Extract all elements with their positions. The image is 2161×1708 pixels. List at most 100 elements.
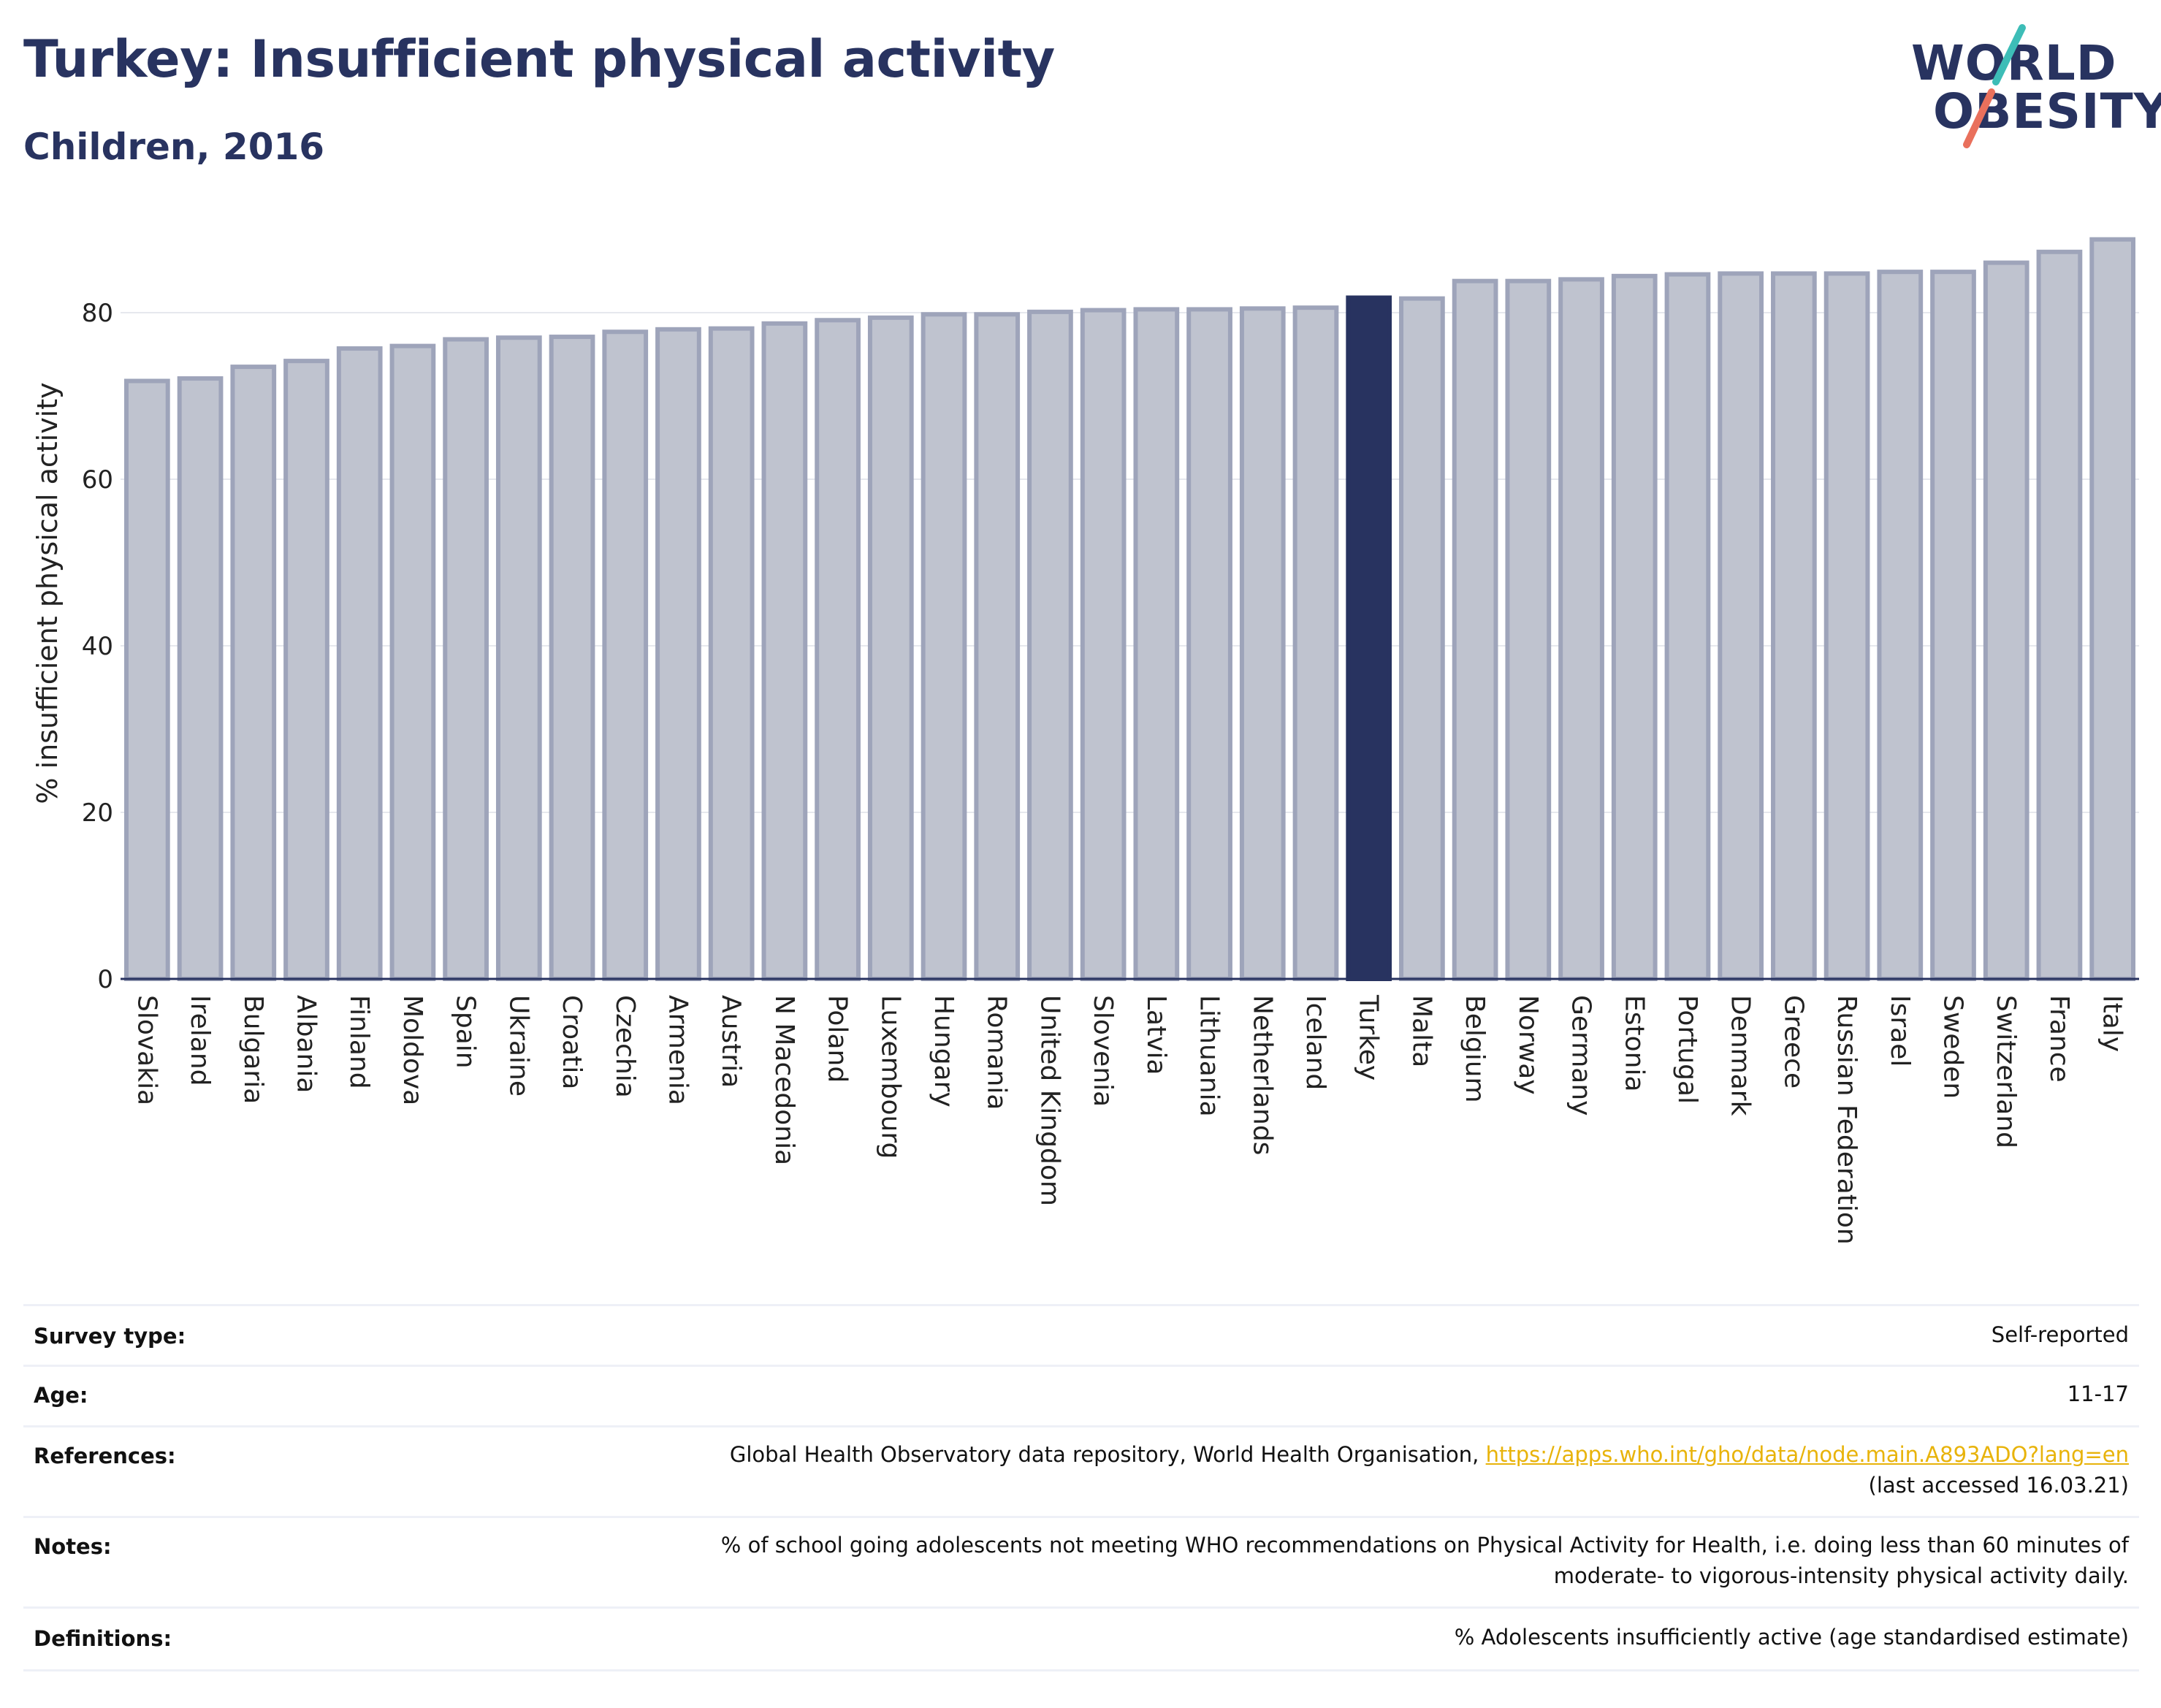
notes-line-2: moderate- to vigorous-intensity physical… [1553, 1563, 2129, 1588]
x-tick-label: Italy [2097, 995, 2127, 1052]
x-tick-label: Armenia [663, 995, 693, 1105]
references-value: Global Health Observatory data repositor… [730, 1439, 2129, 1501]
y-tick-label: 0 [97, 965, 113, 994]
info-row-age: Age: 11-17 [23, 1365, 2139, 1425]
bar [1718, 271, 1764, 982]
bar [815, 318, 861, 981]
x-tick-label: Russian Federation [1832, 995, 1861, 1245]
bar [123, 378, 170, 981]
x-tick-label: Belgium [1460, 995, 1490, 1103]
bar [1664, 272, 1711, 981]
bar [1771, 271, 1817, 982]
notes-value: % of school going adolescents not meetin… [721, 1530, 2129, 1591]
x-tick-label: Slovakia [132, 995, 161, 1105]
y-tick-label: 80 [82, 299, 113, 328]
survey-type-value: Self-reported [1991, 1322, 2129, 1347]
x-tick-label: Turkey [1354, 994, 1384, 1080]
bar [1505, 278, 1552, 981]
x-tick-label: Sweden [1938, 995, 1968, 1099]
x-tick-label: N Macedonia [769, 995, 799, 1165]
x-tick-label: Greece [1778, 995, 1808, 1089]
x-tick-label: United Kingdom [1034, 995, 1064, 1206]
definitions-value: % Adolescents insufficiently active (age… [1454, 1625, 2129, 1650]
y-tick-label: 20 [82, 798, 113, 828]
bar [1239, 306, 1286, 981]
bar [1186, 307, 1232, 981]
bar [1027, 309, 1073, 981]
bar [495, 335, 542, 981]
bar [1133, 307, 1180, 981]
chart-title: Turkey: Insufficient physical activity [23, 29, 1055, 89]
bar [1877, 270, 1924, 981]
x-tick-label: Moldova [397, 995, 427, 1105]
x-tick-label: Norway [1513, 995, 1543, 1095]
bar [1983, 260, 2029, 982]
x-tick-label: Czechia [610, 995, 640, 1098]
bar [867, 315, 914, 981]
bar [921, 312, 967, 981]
notes-line-1: % of school going adolescents not meetin… [720, 1533, 2129, 1558]
x-tick-label: Ukraine [503, 995, 533, 1097]
bar [1930, 270, 1976, 981]
world-obesity-logo: WORLD OBESITY [1899, 22, 2161, 153]
bars [123, 237, 2136, 982]
x-tick-label: Spain [451, 995, 481, 1069]
y-axis-label: % insufficient physical activity [31, 382, 64, 804]
bar [549, 335, 595, 981]
x-tick-label: Luxembourg [875, 995, 905, 1159]
x-tick-labels: Slovakia Ireland Bulgaria Albania Finland Mol… [132, 994, 2127, 1245]
x-tick-label: Malta [1406, 995, 1436, 1067]
age-label: Age: [34, 1383, 88, 1408]
x-tick-label: Israel [1885, 995, 1915, 1067]
bar [230, 365, 277, 982]
info-row-references: References: Global Health Observatory da… [23, 1425, 2139, 1515]
survey-type-label: Survey type: [34, 1324, 186, 1349]
bar-chart: 0 20 40 60 80 Slovakia Ireland Bulgaria Albania… [31, 237, 2139, 1245]
bar [708, 326, 755, 982]
x-tick-label: Denmark [1726, 995, 1756, 1116]
info-row-survey-type: Survey type: Self-reported [23, 1304, 2139, 1365]
y-tick-label: 40 [82, 632, 113, 661]
x-tick-label: Romania [982, 995, 1012, 1110]
bar [283, 359, 329, 981]
x-tick-label: France [2044, 995, 2074, 1083]
y-tick-label: 60 [82, 465, 113, 495]
bar [655, 327, 701, 981]
x-tick-label: Slovenia [1088, 995, 1118, 1107]
x-tick-label: Bulgaria [238, 995, 268, 1104]
bar [1823, 271, 1870, 982]
info-row-definitions: Definitions: % Adolescents insufficientl… [23, 1606, 2139, 1671]
references-label: References: [34, 1444, 176, 1468]
x-tick-label: Austria [716, 995, 746, 1088]
x-tick-label: Lithuania [1194, 995, 1224, 1117]
x-tick-label: Poland [823, 995, 853, 1083]
x-tick-label: Latvia [1141, 995, 1171, 1075]
x-tick-label: Hungary [929, 995, 958, 1107]
x-tick-label: Estonia [1619, 995, 1649, 1092]
definitions-label: Definitions: [34, 1626, 172, 1651]
x-tick-label: Croatia [557, 995, 587, 1089]
bar [443, 337, 489, 982]
bar [602, 329, 649, 982]
bar [177, 376, 224, 981]
x-tick-label: Switzerland [1991, 995, 2021, 1148]
notes-label: Notes: [34, 1534, 112, 1559]
axes: 0 20 40 60 80 [82, 299, 2139, 994]
logo-slash-icon [1963, 24, 2026, 148]
bar [2036, 249, 2083, 981]
bar [389, 343, 436, 982]
references-link[interactable]: https://apps.who.int/gho/data/node.main.… [1485, 1442, 2129, 1467]
x-tick-label: Iceland [1300, 995, 1330, 1090]
x-tick-label: Finland [344, 995, 374, 1089]
info-row-notes: Notes: % of school going adolescents not… [23, 1516, 2139, 1606]
references-text: Global Health Observatory data repositor… [729, 1442, 1479, 1467]
bar [974, 312, 1021, 981]
references-accessed: (last accessed 16.03.21) [1868, 1473, 2129, 1498]
bar [1558, 277, 1604, 981]
age-value: 11-17 [2067, 1381, 2129, 1406]
bar [2089, 237, 2136, 981]
chart-subtitle: Children, 2016 [23, 126, 325, 168]
bar [1080, 308, 1127, 981]
bar-highlight [1346, 295, 1392, 982]
bar [761, 321, 808, 981]
